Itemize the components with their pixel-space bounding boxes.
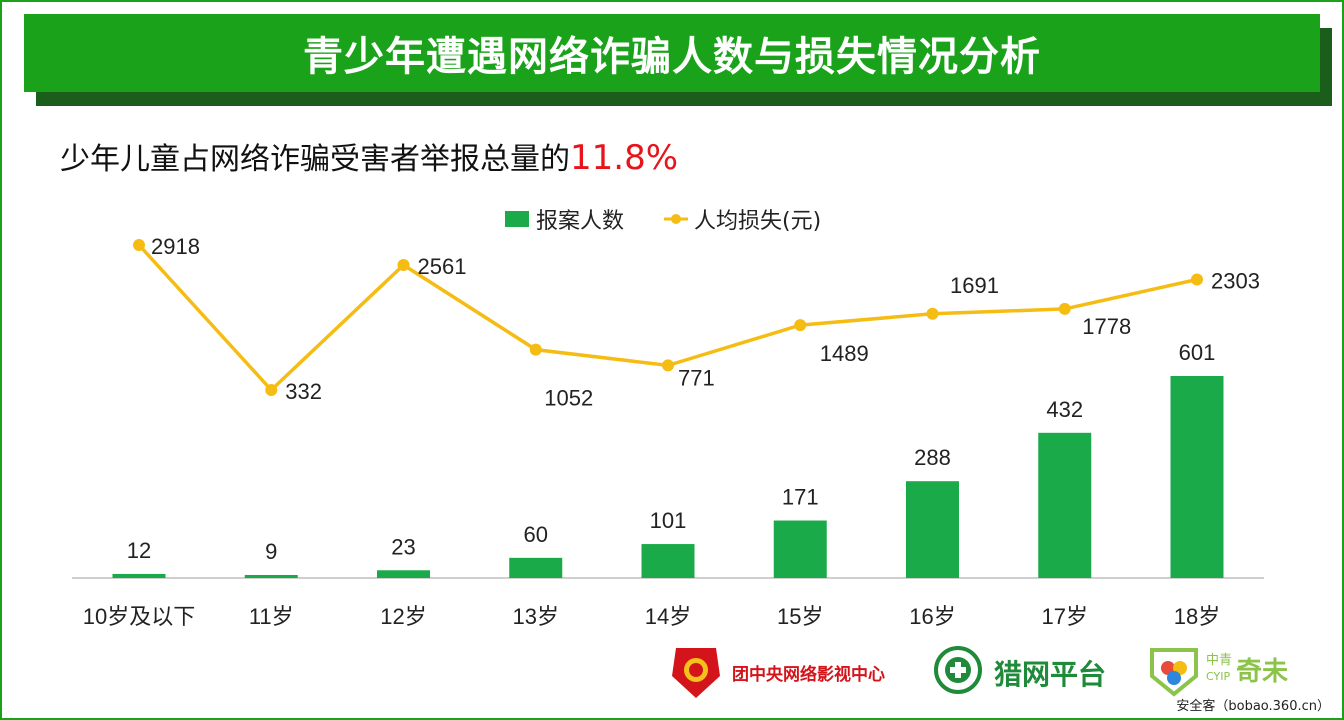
line-value-label: 1052 [544, 386, 593, 411]
logo2-text: 猎网平台 [994, 658, 1106, 691]
bar-value-label: 171 [782, 485, 819, 510]
watermark: 安全客（bobao.360.cn） [1176, 699, 1330, 714]
bar-7 [1038, 432, 1092, 578]
bar-value-label: 60 [524, 522, 548, 547]
legend-bar-swatch [505, 211, 529, 227]
x-tick-label: 18岁 [1174, 604, 1220, 629]
bar-5 [773, 520, 827, 578]
loss-point [794, 319, 807, 332]
bar-4 [641, 544, 695, 578]
x-tick-label: 17岁 [1042, 604, 1088, 629]
bar-value-label: 288 [914, 445, 951, 470]
bar-2 [377, 570, 430, 578]
x-tick-label: 11岁 [249, 604, 294, 629]
x-tick-label: 10岁及以下 [83, 604, 195, 629]
bar-value-label: 101 [650, 508, 687, 533]
x-tick-label: 13岁 [513, 604, 559, 629]
bar-0 [112, 573, 166, 578]
title-banner: 青少年遭遇网络诈骗人数与损失情况分析 [24, 14, 1320, 92]
loss-point [265, 384, 278, 396]
league-emblem-icon [672, 648, 720, 698]
line-value-label: 2303 [1211, 268, 1260, 293]
logo1-text: 团中央网络影视中心 [732, 664, 885, 685]
x-tick-label: 12岁 [380, 604, 426, 629]
bar-1 [244, 574, 298, 578]
loss-point [529, 343, 542, 356]
logo3-main-text: 奇未 [1236, 657, 1288, 687]
subtitle-text: 少年儿童占网络诈骗受害者举报总量的 [60, 142, 570, 177]
bar-3 [509, 557, 563, 578]
bar-value-label: 12 [127, 538, 151, 563]
bar-6 [906, 481, 959, 578]
legend-line-marker [671, 214, 681, 224]
x-tick-label: 15岁 [777, 604, 823, 629]
subtitle-highlight: 11.8% [570, 138, 679, 178]
logo3-sub-text: CYIP [1206, 670, 1230, 683]
loss-point [397, 259, 410, 272]
line-value-label: 1691 [950, 273, 999, 298]
subtitle: 少年儿童占网络诈骗受害者举报总量的11.8% [60, 134, 678, 178]
legend-bar-label: 报案人数 [536, 209, 624, 234]
loss-point [662, 359, 674, 372]
line-value-label: 1489 [820, 341, 869, 366]
logo3-top-text: 中青 [1206, 653, 1232, 668]
line-value-label: 2561 [418, 254, 467, 279]
loss-point [926, 307, 939, 320]
bar-value-label: 601 [1179, 340, 1216, 365]
loss-point [1058, 302, 1071, 315]
legend-line-label: 人均损失(元) [694, 209, 821, 234]
bar-value-label: 9 [265, 539, 277, 564]
bar-value-label: 432 [1046, 397, 1083, 422]
line-value-label: 332 [285, 379, 322, 404]
line-value-label: 771 [678, 365, 715, 390]
line-value-label: 1778 [1082, 314, 1131, 339]
page-title: 青少年遭遇网络诈骗人数与损失情况分析 [303, 34, 1041, 80]
x-tick-label: 16岁 [909, 604, 955, 629]
bar-8 [1170, 376, 1224, 578]
legend: 报案人数 人均损失(元) [505, 209, 821, 234]
loss-point [1191, 273, 1203, 286]
line-value-label: 2918 [151, 234, 200, 259]
loss-point [133, 239, 145, 251]
x-tick-label: 14岁 [645, 604, 691, 629]
shield-plus-icon [934, 646, 982, 694]
bar-value-label: 23 [391, 534, 415, 559]
cyip-flower-icon [1150, 648, 1198, 697]
